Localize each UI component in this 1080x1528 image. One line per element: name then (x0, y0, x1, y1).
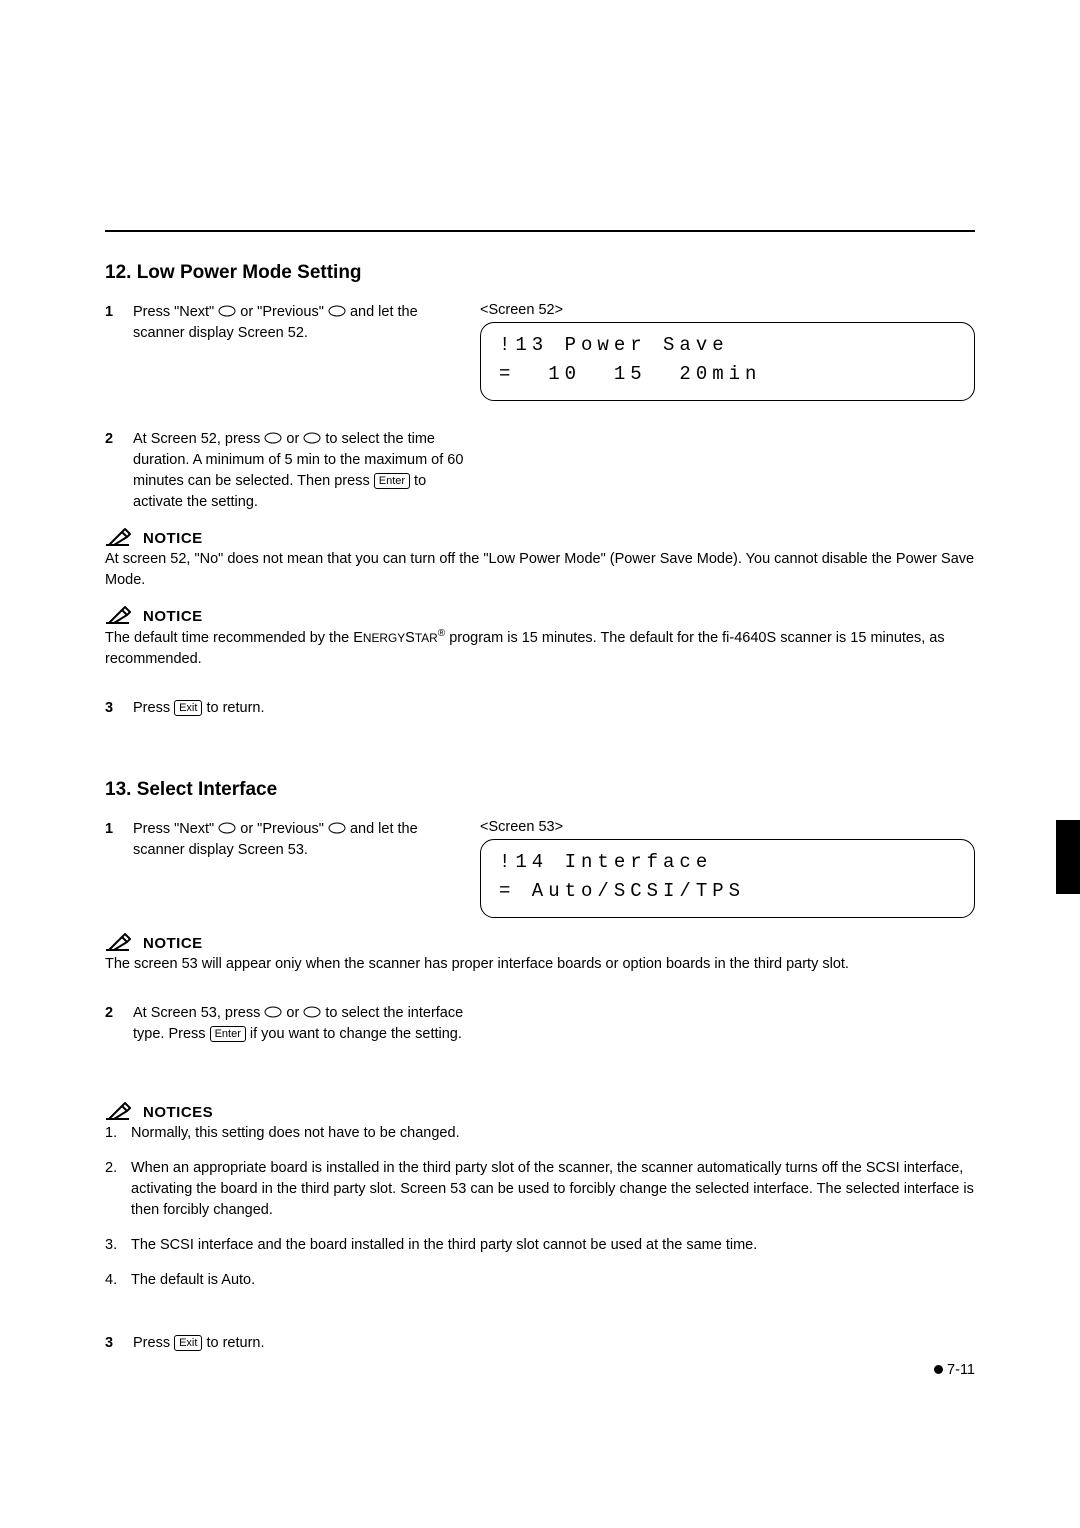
text: Normally, this setting does not have to … (131, 1123, 460, 1144)
s13-step-2: 2 At Screen 53, press or to select the i… (105, 1003, 475, 1045)
pencil-icon (105, 1101, 139, 1121)
s12-step-3: 3 Press Exit to return. (105, 698, 975, 719)
notice-heading: NOTICE (105, 605, 975, 625)
step-body: Press Exit to return. (133, 1333, 975, 1354)
text: The default time recommended by the E (105, 630, 363, 646)
step-body: Press Exit to return. (133, 698, 975, 719)
text: The default is Auto. (131, 1270, 255, 1291)
lcd-screen-52: !13 Power Save = 10 15 20min (480, 322, 975, 401)
notices-item-4: The default is Auto. (105, 1270, 975, 1291)
section-13-title: 13. Select Interface (105, 779, 975, 801)
screen-53-caption: <Screen 53> (480, 819, 975, 835)
text: Press (133, 1335, 174, 1351)
notice-label: NOTICE (143, 935, 203, 952)
lcd-line-1: !13 Power Save (499, 334, 729, 356)
step-body: At Screen 52, press or to select the tim… (133, 429, 475, 513)
text: or "Previous" (236, 821, 328, 837)
text: if you want to change the setting. (246, 1026, 462, 1042)
s13-notice-1: The screen 53 will appear oniy when the … (105, 954, 975, 975)
lcd-line-2: = 10 15 20min (499, 363, 761, 385)
section-12-title: 12. Low Power Mode Setting (105, 262, 975, 284)
s12-notice-2: The default time recommended by the ENER… (105, 627, 975, 670)
notices-heading: NOTICES (105, 1101, 975, 1121)
step-number: 2 (105, 429, 119, 513)
text: or "Previous" (236, 304, 328, 320)
text: When an appropriate board is installed i… (131, 1158, 975, 1221)
step-number: 3 (105, 1333, 119, 1354)
page-number: 7-11 (947, 1362, 975, 1378)
text: At Screen 52, press (133, 431, 264, 447)
previous-button-icon (328, 822, 346, 834)
exit-key-icon: Exit (174, 700, 202, 716)
notice-heading: NOTICE (105, 527, 975, 547)
text: NERGY (363, 631, 405, 645)
exit-key-icon: Exit (174, 1335, 202, 1351)
step-number: 2 (105, 1003, 119, 1045)
bullet-icon (934, 1365, 943, 1374)
text: or (282, 1005, 303, 1021)
notices-label: NOTICES (143, 1104, 213, 1121)
enter-key-icon: Enter (374, 473, 410, 489)
right-button-icon (303, 1006, 321, 1018)
notices-list: Normally, this setting does not have to … (105, 1123, 975, 1291)
step-body: Press "Next" or "Previous" and let the s… (133, 819, 460, 861)
step-number: 1 (105, 302, 119, 344)
s13-step-1: 1 Press "Next" or "Previous" and let the… (105, 819, 460, 861)
left-button-icon (264, 432, 282, 444)
text: The SCSI interface and the board install… (131, 1235, 757, 1256)
enter-key-icon: Enter (210, 1026, 246, 1042)
step-number: 3 (105, 698, 119, 719)
lcd-line-1: !14 Interface (499, 851, 712, 873)
top-rule (105, 230, 975, 232)
text: Press (133, 700, 174, 716)
notices-item-1: Normally, this setting does not have to … (105, 1123, 975, 1144)
step-body: At Screen 53, press or to select the int… (133, 1003, 475, 1045)
lcd-line-2: = Auto/SCSI/TPS (499, 880, 745, 902)
text: to return. (202, 1335, 264, 1351)
step-number: 1 (105, 819, 119, 861)
text: TAR (415, 631, 438, 645)
page-footer: 7-11 (934, 1362, 975, 1378)
text: S (405, 630, 415, 646)
s13-step-3: 3 Press Exit to return. (105, 1333, 975, 1354)
s12-step-2: 2 At Screen 52, press or to select the t… (105, 429, 475, 513)
right-button-icon (303, 432, 321, 444)
step-body: Press "Next" or "Previous" and let the s… (133, 302, 460, 344)
text: At Screen 53, press (133, 1005, 264, 1021)
notices-item-3: The SCSI interface and the board install… (105, 1235, 975, 1256)
s12-step-1: 1 Press "Next" or "Previous" and let the… (105, 302, 460, 344)
text: to return. (202, 700, 264, 716)
next-button-icon (218, 822, 236, 834)
lcd-screen-53: !14 Interface = Auto/SCSI/TPS (480, 839, 975, 918)
text: or (282, 431, 303, 447)
side-tab (1056, 820, 1080, 894)
notice-heading: NOTICE (105, 932, 975, 952)
previous-button-icon (328, 305, 346, 317)
notices-item-2: When an appropriate board is installed i… (105, 1158, 975, 1221)
text: Press "Next" (133, 304, 218, 320)
next-button-icon (218, 305, 236, 317)
pencil-icon (105, 527, 139, 547)
pencil-icon (105, 932, 139, 952)
notice-label: NOTICE (143, 530, 203, 547)
text: Press "Next" (133, 821, 218, 837)
screen-52-caption: <Screen 52> (480, 302, 975, 318)
s12-notice-1: At screen 52, "No" does not mean that yo… (105, 549, 975, 591)
notice-label: NOTICE (143, 608, 203, 625)
pencil-icon (105, 605, 139, 625)
left-button-icon (264, 1006, 282, 1018)
